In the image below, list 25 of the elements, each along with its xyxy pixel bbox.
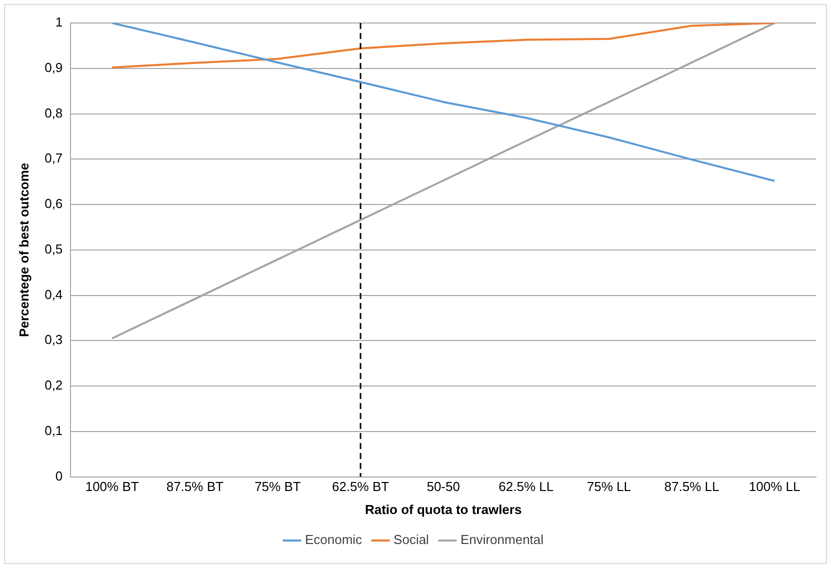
x-tick-label: 100% BT	[85, 479, 139, 494]
legend-label: Environmental	[460, 532, 544, 548]
x-tick-label: 87.5% BT	[166, 479, 224, 494]
x-tick-label: 62.5% LL	[498, 479, 554, 494]
x-tick-label: 87.5% LL	[664, 479, 720, 494]
y-tick-label: 0,5	[44, 241, 63, 256]
y-tick-label: 0,2	[44, 378, 63, 393]
x-tick-label: 100% LL	[748, 479, 800, 494]
x-tick-label: 62.5% BT	[332, 479, 390, 494]
legend-label: Economic	[304, 532, 363, 548]
y-tick-label: 0,3	[44, 332, 63, 348]
x-tick-label: 75% LL	[586, 479, 632, 494]
y-axis-title: Percentege of best outcome	[16, 162, 32, 337]
x-axis-title: Ratio of quota to trawlers	[364, 502, 522, 517]
x-tick-label: 75% BT	[254, 479, 301, 494]
y-tick-label: 0,6	[44, 196, 63, 212]
legend-label: Social	[394, 532, 430, 548]
y-tick-label: 0,1	[44, 423, 63, 438]
y-tick-label: 0,7	[44, 150, 63, 166]
y-tick-label: 0,4	[44, 286, 63, 302]
x-tick-label: 50-50	[426, 479, 460, 494]
y-tick-label: 1	[55, 14, 63, 30]
y-tick-label: 0,8	[44, 105, 63, 120]
y-tick-label: 0,9	[44, 60, 63, 75]
y-tick-label: 0	[55, 468, 63, 484]
